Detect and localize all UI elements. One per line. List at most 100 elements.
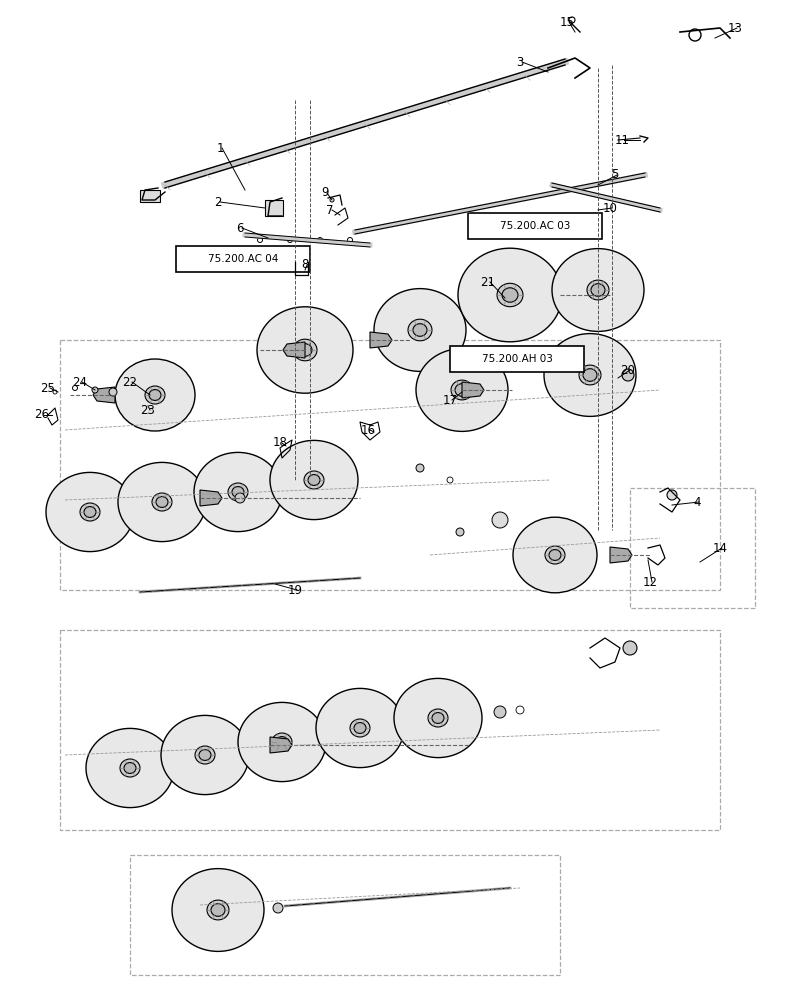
Ellipse shape — [456, 528, 464, 536]
Text: 75.200.AC 04: 75.200.AC 04 — [208, 254, 278, 264]
Text: 75.200.AH 03: 75.200.AH 03 — [482, 354, 553, 364]
Ellipse shape — [293, 339, 317, 361]
Ellipse shape — [458, 248, 562, 342]
Ellipse shape — [84, 507, 96, 517]
Bar — [140, 190, 160, 202]
Ellipse shape — [80, 503, 100, 521]
Text: 23: 23 — [141, 403, 155, 416]
Ellipse shape — [109, 388, 117, 396]
Ellipse shape — [408, 319, 432, 341]
Text: 5: 5 — [612, 168, 619, 182]
Ellipse shape — [228, 483, 248, 501]
Text: 6: 6 — [236, 222, 244, 234]
Polygon shape — [283, 342, 305, 358]
Ellipse shape — [273, 903, 283, 913]
Ellipse shape — [270, 440, 358, 520]
Bar — [630, 488, 755, 608]
Ellipse shape — [304, 471, 324, 489]
Ellipse shape — [124, 763, 136, 773]
Ellipse shape — [587, 280, 609, 300]
Ellipse shape — [207, 900, 229, 920]
Text: 2: 2 — [214, 196, 221, 209]
Ellipse shape — [354, 723, 366, 733]
Ellipse shape — [416, 349, 508, 431]
Ellipse shape — [544, 334, 636, 416]
Ellipse shape — [667, 490, 677, 500]
Ellipse shape — [152, 493, 172, 511]
Ellipse shape — [432, 713, 444, 723]
Text: 11: 11 — [615, 133, 629, 146]
Polygon shape — [270, 737, 292, 753]
Ellipse shape — [622, 369, 634, 381]
Ellipse shape — [374, 289, 466, 371]
Ellipse shape — [316, 688, 404, 768]
Text: 17: 17 — [443, 393, 457, 406]
Ellipse shape — [194, 452, 282, 532]
Ellipse shape — [394, 678, 482, 758]
Bar — [265, 200, 283, 216]
Ellipse shape — [497, 283, 523, 307]
Text: 7: 7 — [326, 204, 334, 217]
Ellipse shape — [492, 512, 508, 528]
Ellipse shape — [46, 472, 134, 552]
Ellipse shape — [211, 904, 225, 916]
Ellipse shape — [623, 641, 637, 655]
Ellipse shape — [195, 746, 215, 764]
FancyBboxPatch shape — [176, 246, 310, 272]
Ellipse shape — [455, 384, 469, 396]
Ellipse shape — [120, 759, 140, 777]
Text: 9: 9 — [322, 186, 329, 200]
Ellipse shape — [199, 750, 211, 760]
Ellipse shape — [149, 390, 161, 400]
Ellipse shape — [545, 546, 565, 564]
Text: 25: 25 — [40, 381, 56, 394]
Ellipse shape — [276, 737, 288, 747]
Bar — [130, 855, 560, 975]
Bar — [60, 340, 720, 590]
Ellipse shape — [591, 284, 605, 296]
Ellipse shape — [272, 733, 292, 751]
Text: 20: 20 — [621, 363, 635, 376]
Ellipse shape — [238, 702, 326, 782]
Text: 15: 15 — [560, 15, 574, 28]
Bar — [60, 630, 720, 830]
FancyBboxPatch shape — [450, 346, 584, 372]
Ellipse shape — [92, 387, 98, 393]
Text: 22: 22 — [123, 375, 137, 388]
Ellipse shape — [552, 249, 644, 331]
Text: 14: 14 — [713, 542, 727, 554]
Ellipse shape — [502, 288, 518, 302]
Text: 12: 12 — [642, 576, 658, 588]
Polygon shape — [200, 490, 222, 506]
Polygon shape — [93, 387, 115, 403]
Text: 3: 3 — [516, 55, 524, 68]
Ellipse shape — [451, 380, 473, 400]
Ellipse shape — [298, 344, 312, 356]
Polygon shape — [610, 547, 632, 563]
Ellipse shape — [413, 324, 427, 336]
Text: 18: 18 — [272, 436, 288, 450]
Ellipse shape — [232, 487, 244, 497]
Text: 4: 4 — [693, 495, 701, 508]
Polygon shape — [560, 287, 582, 303]
FancyBboxPatch shape — [468, 213, 602, 239]
Ellipse shape — [161, 715, 249, 795]
Ellipse shape — [416, 464, 424, 472]
Text: 1: 1 — [217, 141, 224, 154]
Ellipse shape — [257, 307, 353, 393]
Text: 10: 10 — [603, 202, 617, 215]
Ellipse shape — [172, 869, 264, 951]
Ellipse shape — [583, 369, 597, 381]
Ellipse shape — [235, 493, 245, 503]
Text: 21: 21 — [481, 275, 495, 288]
Text: 24: 24 — [73, 375, 87, 388]
Ellipse shape — [549, 550, 561, 560]
Ellipse shape — [350, 719, 370, 737]
Text: 19: 19 — [288, 584, 302, 596]
Polygon shape — [370, 332, 392, 348]
Text: 13: 13 — [727, 21, 743, 34]
Ellipse shape — [86, 728, 174, 808]
Text: 26: 26 — [35, 408, 49, 422]
Ellipse shape — [156, 497, 168, 507]
Text: 8: 8 — [301, 258, 309, 271]
